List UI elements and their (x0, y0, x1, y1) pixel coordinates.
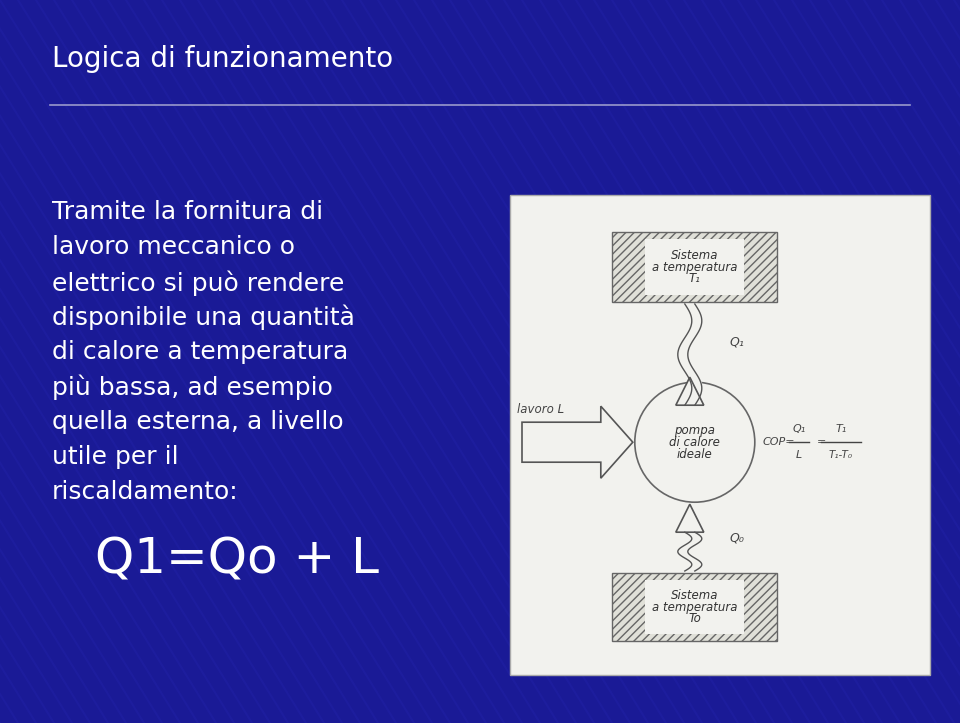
Text: Q₁: Q₁ (730, 335, 745, 348)
Text: Q1=Qo + L: Q1=Qo + L (95, 535, 379, 583)
Polygon shape (676, 504, 704, 532)
Text: T₁: T₁ (835, 424, 847, 435)
Text: di calore a temperatura: di calore a temperatura (52, 340, 348, 364)
Text: utile per il: utile per il (52, 445, 179, 469)
Text: lavoro L: lavoro L (517, 403, 564, 416)
Text: Tramite la fornitura di: Tramite la fornitura di (52, 200, 324, 224)
Text: Q₁: Q₁ (792, 424, 805, 435)
Text: =: = (817, 437, 827, 448)
Text: Logica di funzionamento: Logica di funzionamento (52, 45, 394, 73)
Text: COP=: COP= (763, 437, 796, 448)
Bar (612, 232, 778, 302)
Polygon shape (676, 377, 704, 405)
Bar (645, 239, 744, 295)
Text: riscaldamento:: riscaldamento: (52, 480, 239, 504)
Text: T₁-T₀: T₁-T₀ (828, 450, 852, 461)
Text: a temperatura: a temperatura (652, 260, 737, 273)
Circle shape (635, 382, 755, 502)
Text: disponibile una quantità: disponibile una quantità (52, 305, 355, 330)
Text: Q₀: Q₀ (730, 531, 745, 544)
Text: T₁: T₁ (689, 272, 701, 285)
Text: lavoro meccanico o: lavoro meccanico o (52, 235, 295, 259)
Text: a temperatura: a temperatura (652, 601, 737, 614)
Bar (612, 573, 778, 641)
Bar (510, 195, 930, 675)
Text: L: L (796, 450, 802, 461)
Text: quella esterna, a livello: quella esterna, a livello (52, 410, 344, 434)
Text: Sistema: Sistema (671, 589, 718, 602)
Bar (645, 580, 744, 634)
Text: elettrico si può rendere: elettrico si può rendere (52, 270, 345, 296)
Text: di calore: di calore (669, 436, 720, 449)
Text: Sistema: Sistema (671, 249, 718, 262)
Text: ideale: ideale (677, 448, 712, 461)
Text: To: To (688, 612, 701, 625)
Polygon shape (522, 406, 633, 478)
Text: pompa: pompa (674, 424, 715, 437)
Text: più bassa, ad esempio: più bassa, ad esempio (52, 375, 333, 401)
